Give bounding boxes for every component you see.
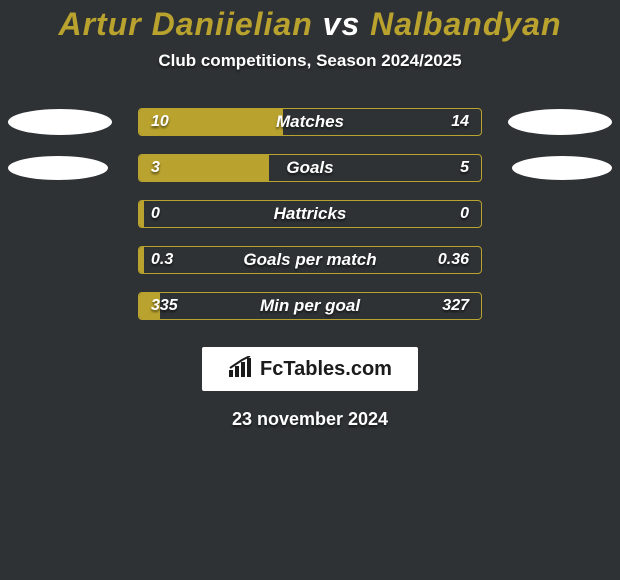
- stat-row-goals: 35Goals: [0, 145, 620, 191]
- bar-track: 335 327Min per goal: [138, 292, 482, 320]
- title-player-b: Nalbandyan: [370, 6, 561, 42]
- bar-fill: [139, 201, 144, 227]
- value-left: 10: [151, 113, 169, 131]
- bars-area: 1014Matches35Goals00Hattricks0.30.36Goal…: [0, 99, 620, 329]
- subtitle: Club competitions, Season 2024/2025: [0, 51, 620, 71]
- value-left: 335: [151, 297, 178, 315]
- bar-chart-icon: [228, 356, 254, 383]
- logo-text: FcTables.com: [260, 358, 392, 381]
- value-right: 0.36: [438, 251, 469, 269]
- stat-row-matches: 1014Matches: [0, 99, 620, 145]
- title-vs: vs: [323, 6, 361, 42]
- stat-label: Hattricks: [139, 204, 481, 224]
- value-right: 0: [460, 205, 469, 223]
- stat-row-mpg: 335 327Min per goal: [0, 283, 620, 329]
- logo-box: FcTables.com: [202, 347, 418, 391]
- stat-label: Goals per match: [139, 250, 481, 270]
- bar-track: 1014Matches: [138, 108, 482, 136]
- player-a-marker: [8, 156, 108, 180]
- bar-track: 0.3 0.36Goals per match: [138, 246, 482, 274]
- comparison-infographic: Artur Daniielian vs Nalbandyan Club comp…: [0, 0, 620, 580]
- value-right: 327: [442, 297, 469, 315]
- value-left: 3: [151, 159, 160, 177]
- bar-track: 0 0Hattricks: [138, 200, 482, 228]
- value-right: 5: [460, 159, 469, 177]
- bar-fill: [139, 247, 144, 273]
- date: 23 november 2024: [0, 409, 620, 430]
- player-a-marker: [8, 109, 112, 135]
- player-b-marker: [512, 156, 612, 180]
- bar-track: 35Goals: [138, 154, 482, 182]
- stat-row-hattricks: 0 0Hattricks: [0, 191, 620, 237]
- title-player-a: Artur Daniielian: [58, 6, 312, 42]
- value-right: 14: [451, 113, 469, 131]
- page-title: Artur Daniielian vs Nalbandyan: [0, 6, 620, 43]
- value-left: 0: [151, 205, 160, 223]
- stat-row-gpm: 0.3 0.36Goals per match: [0, 237, 620, 283]
- stat-label: Min per goal: [139, 296, 481, 316]
- player-b-marker: [508, 109, 612, 135]
- value-left: 0.3: [151, 251, 173, 269]
